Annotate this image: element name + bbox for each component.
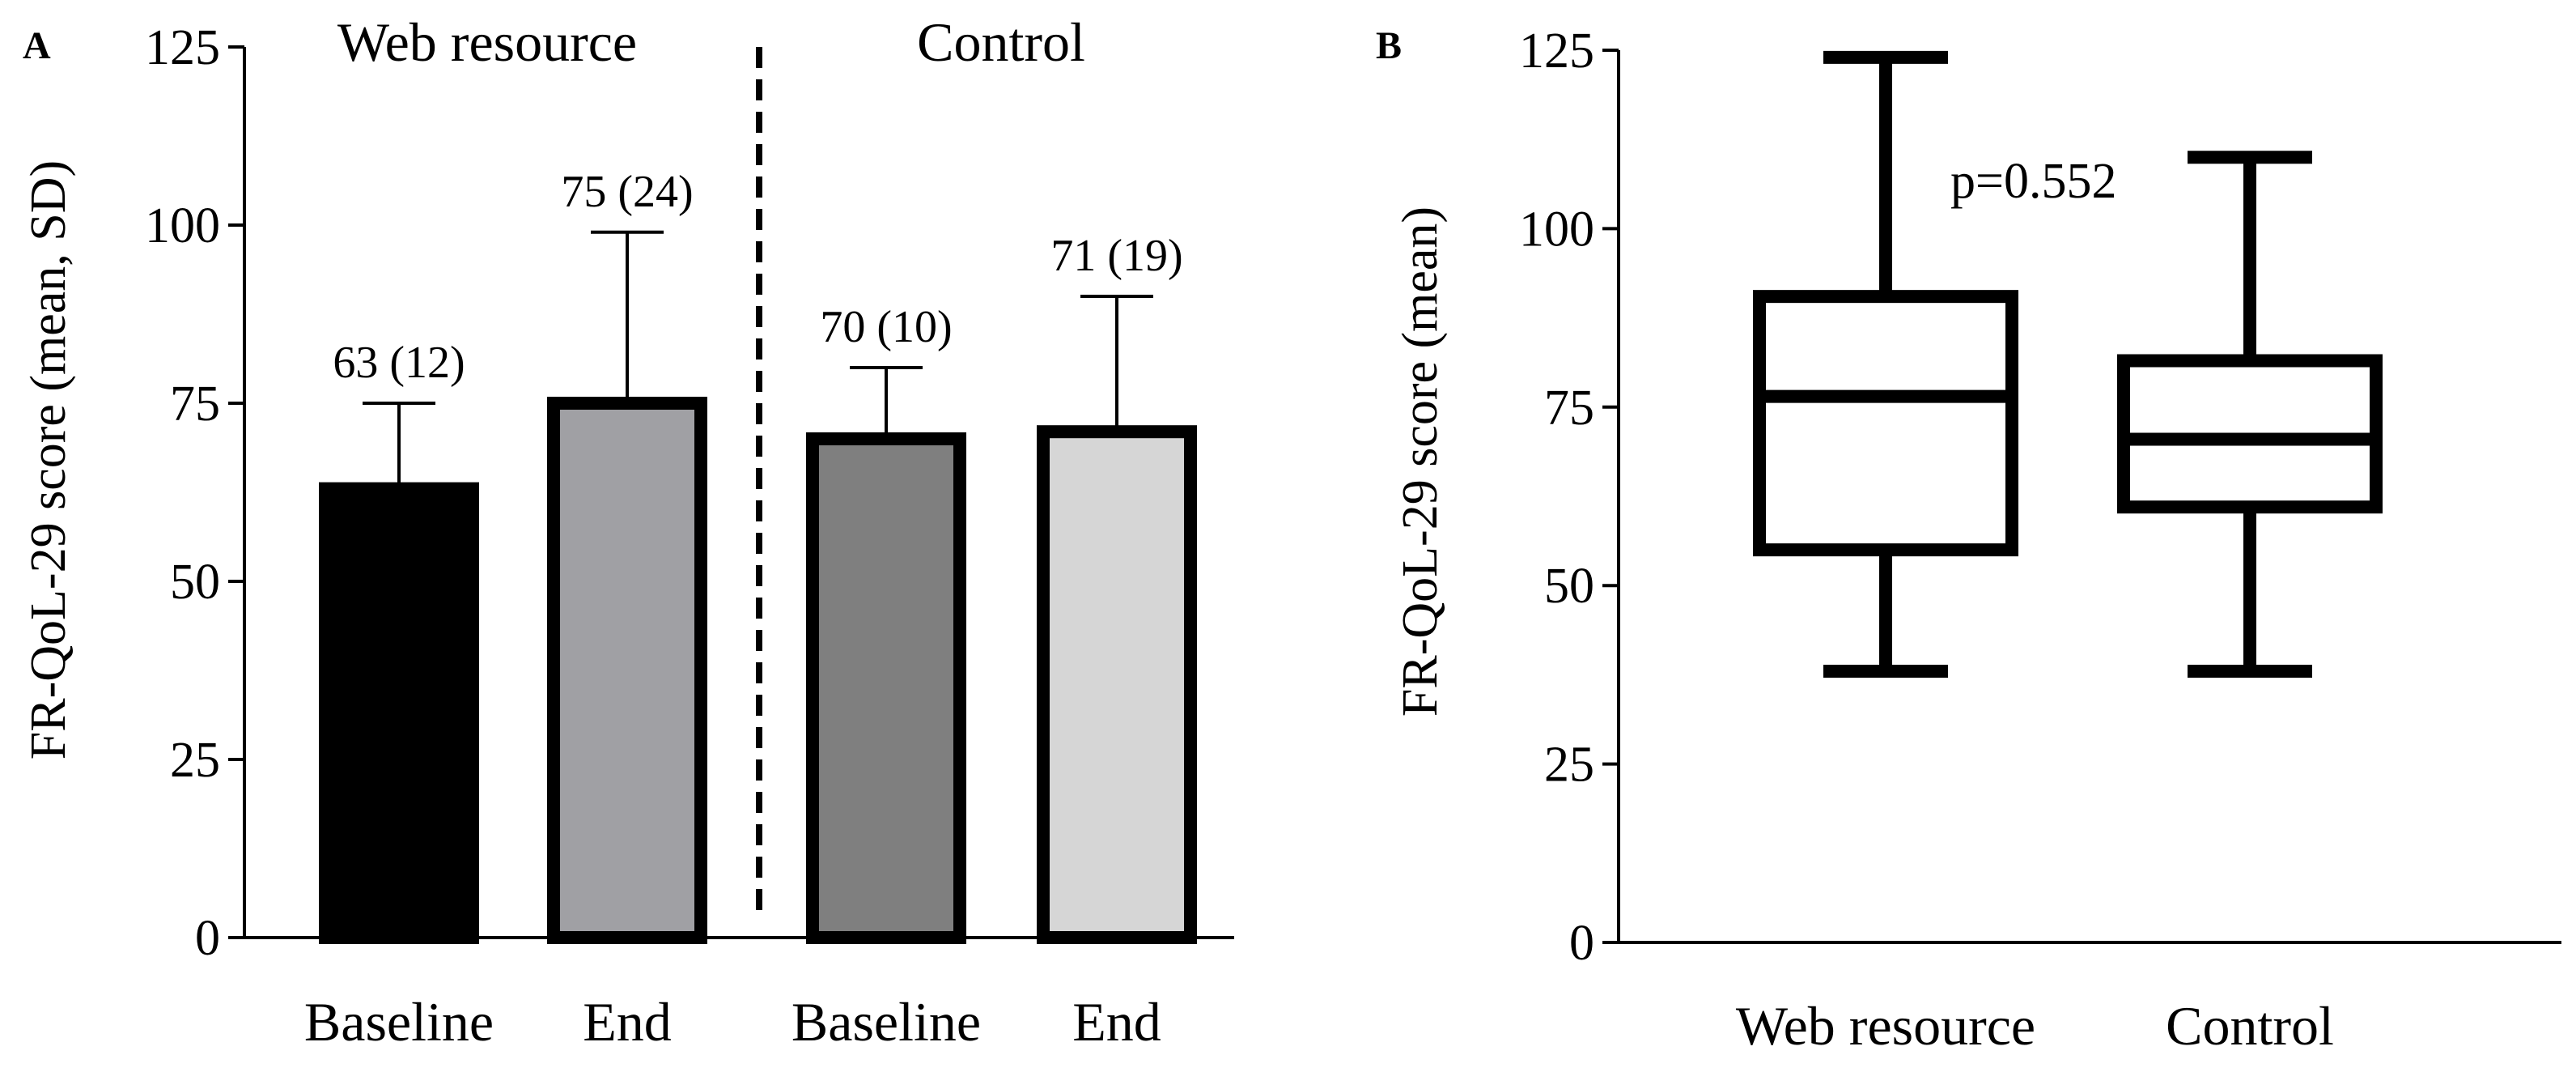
bar-value-label: 71 (19)	[1050, 231, 1182, 281]
panel-a-y-axis-title: FR-QoL-29 score (mean, SD)	[21, 160, 76, 759]
group-label: Web resource	[337, 11, 637, 73]
panel-b-y-tick-label: 125	[1519, 23, 1594, 79]
bar-3	[806, 432, 966, 944]
error-bar-3	[850, 366, 923, 439]
panel-a-y-tick-label: 100	[145, 198, 220, 253]
panel-a-y-tick-label: 125	[145, 20, 220, 75]
panel-b-y-tick-label: 75	[1544, 381, 1594, 436]
panel-b: B FR-QoL-29 score (mean) p=0.552 0 25 50 75…	[1376, 23, 2561, 1057]
panel-a: A FR-QoL-29 score (mean, SD) 0 25 50 75 100 1…	[21, 11, 1234, 1053]
panel-a-y-tick-label: 25	[170, 733, 220, 788]
panel-b-y-tick-label: 25	[1544, 738, 1594, 793]
panel-b-y-tick-label: 50	[1544, 559, 1594, 614]
panel-a-y-tick-label: 75	[170, 376, 220, 432]
bar-value-label: 63 (12)	[333, 338, 465, 388]
panel-a-y-tick-label: 50	[170, 555, 220, 610]
x-category-label: Baseline	[304, 991, 494, 1053]
p-value-annotation: p=0.552	[1950, 154, 2116, 209]
group-label: Control	[917, 11, 1085, 73]
x-category-label: Control	[2166, 995, 2334, 1057]
panel-b-y-tick-label: 0	[1569, 916, 1594, 971]
x-category-label: End	[1072, 991, 1161, 1053]
error-bar-2	[591, 230, 664, 403]
bar-value-label: 70 (10)	[820, 302, 952, 352]
error-bar-1	[363, 402, 435, 489]
x-category-label: End	[583, 991, 672, 1053]
bar-1	[319, 482, 479, 944]
panel-a-label: A	[23, 24, 51, 67]
bar-4	[1037, 425, 1197, 944]
bar-2	[547, 397, 707, 944]
error-bar-4	[1080, 295, 1153, 432]
panel-b-y-axis-title: FR-QoL-29 score (mean)	[1393, 206, 1448, 717]
panel-a-y-tick-label: 0	[195, 911, 220, 966]
panel-b-y-tick-label: 100	[1519, 202, 1594, 257]
bar-value-label: 75 (24)	[561, 167, 693, 217]
x-category-label: Web resource	[1736, 995, 2035, 1057]
iqr-box	[1753, 290, 2018, 557]
x-category-label: Baseline	[791, 991, 981, 1053]
panel-b-label: B	[1376, 24, 1402, 67]
